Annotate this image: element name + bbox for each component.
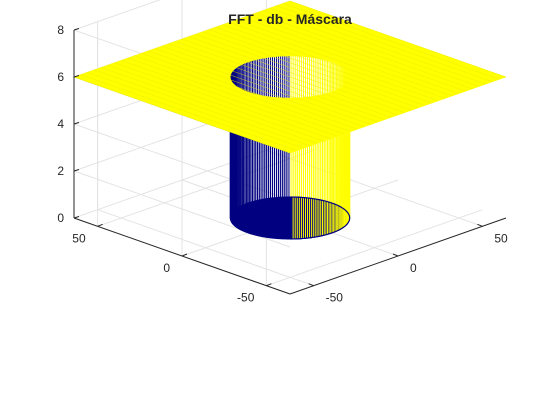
z-tick-mark (73, 28, 80, 31)
surface-mesh-line (114, 62, 331, 139)
x-tick-label: 0 (410, 261, 417, 275)
surface-mesh-line (141, 53, 358, 130)
surface-mesh-line (242, 17, 459, 94)
surface-mesh-line (269, 7, 486, 85)
surface-mesh-line (168, 43, 385, 120)
surface-mesh-line (100, 67, 318, 144)
y-tick-label: 50 (72, 231, 86, 245)
y-tick-mark (266, 283, 272, 287)
surface-bottom-rim (290, 196, 351, 240)
x-tick-mark (477, 223, 483, 227)
y-tick-label: 0 (163, 261, 170, 275)
z-tick-mark (73, 216, 80, 219)
z-tick-label: 8 (57, 23, 64, 37)
surface-mesh-line (94, 69, 311, 147)
surface-mesh-line (121, 60, 338, 137)
surface-mesh-line (134, 55, 351, 132)
surface-mesh-line (175, 41, 392, 118)
z-tick-label: 0 (57, 211, 64, 225)
surface-mesh-line (262, 10, 480, 87)
surface-mesh-line (235, 19, 453, 97)
surface-mesh-line (256, 12, 473, 90)
surface-mesh-line (73, 76, 291, 154)
y-tick-label: -50 (237, 291, 255, 305)
z-tick-label: 6 (57, 70, 64, 84)
gridline-back-z (73, 0, 161, 31)
z-tick-mark (73, 122, 80, 125)
x-tick-mark (308, 283, 314, 287)
surface-mesh-line (222, 24, 439, 101)
surface-mesh-line (188, 36, 405, 113)
surface-mesh-line (215, 26, 432, 104)
surface-mesh-line (208, 29, 426, 106)
gridline-floor-y (97, 149, 314, 227)
surface-mesh-line (148, 50, 365, 128)
x-tick-mark (392, 253, 399, 257)
x-tick-label: 50 (494, 231, 508, 245)
surface-mesh-line (107, 64, 324, 142)
axes-ticks: 0 2 4 6 8 -50 0 50 -50 0 50 (57, 23, 508, 305)
surface-mesh-line (229, 22, 446, 99)
surface-mesh-line (87, 72, 304, 149)
gridline-floor-y (266, 209, 483, 287)
chart-title: FFT - db - Máscara (228, 11, 352, 27)
surface-plateau-mesh (73, 0, 507, 154)
surface-mesh-line (161, 45, 378, 123)
surface-mesh-line (249, 15, 466, 92)
y-tick-mark (97, 223, 103, 227)
y-tick-mark (181, 253, 188, 257)
z-tick-label: 2 (57, 164, 64, 178)
surface-mesh-line (202, 31, 419, 109)
surface-mesh-line (127, 57, 345, 135)
surface-mesh-line (154, 48, 372, 125)
surface-mesh-line (276, 5, 493, 82)
surface-mesh-line (289, 0, 507, 78)
x-tick-label: -50 (326, 291, 344, 305)
surface-mesh-line (181, 38, 399, 116)
surface-mesh-line (283, 3, 500, 80)
surface-mesh-line (80, 74, 297, 151)
surface-mesh-line (195, 34, 412, 111)
surface-plot (73, 0, 507, 240)
z-tick-mark (73, 75, 80, 78)
z-tick-label: 4 (57, 117, 64, 131)
z-tick-mark (73, 169, 80, 172)
